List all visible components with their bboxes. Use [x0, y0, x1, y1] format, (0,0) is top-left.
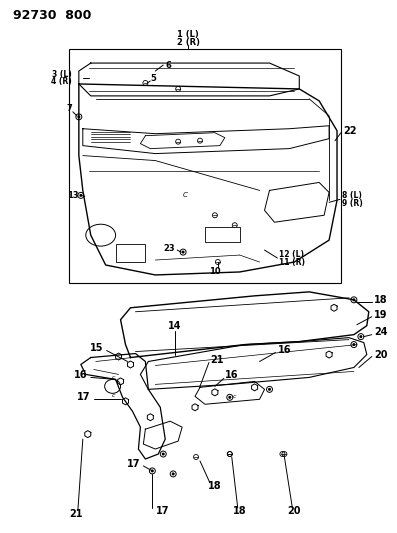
Text: C: C	[183, 192, 187, 198]
Text: 24: 24	[374, 327, 387, 337]
Circle shape	[269, 389, 270, 390]
Text: 92730  800: 92730 800	[13, 9, 92, 22]
Circle shape	[360, 336, 362, 337]
Text: 18: 18	[374, 295, 387, 305]
Circle shape	[172, 473, 174, 475]
Text: 4 (R): 4 (R)	[51, 77, 72, 86]
Text: 21: 21	[210, 354, 224, 365]
Bar	[205, 227, 240, 242]
Text: c: c	[112, 393, 115, 398]
Text: 7: 7	[66, 104, 72, 114]
Text: 3 (L): 3 (L)	[52, 69, 72, 78]
Text: 18: 18	[208, 481, 222, 491]
Text: 19: 19	[374, 310, 387, 320]
Text: 16: 16	[225, 370, 238, 381]
Text: 17: 17	[77, 392, 91, 402]
Text: 23: 23	[164, 244, 175, 253]
Text: c: c	[233, 394, 237, 399]
Text: 9 (R): 9 (R)	[342, 199, 363, 208]
Text: 10: 10	[209, 268, 221, 277]
Circle shape	[353, 344, 355, 345]
Circle shape	[80, 195, 82, 196]
Text: 16: 16	[74, 370, 88, 381]
Text: 20: 20	[287, 506, 301, 516]
Text: 5: 5	[150, 75, 156, 84]
Bar	[116, 244, 145, 262]
Text: 22: 22	[343, 126, 357, 136]
Circle shape	[162, 453, 164, 455]
Text: 21: 21	[69, 508, 83, 519]
Circle shape	[229, 397, 231, 398]
Text: 17: 17	[156, 506, 169, 516]
Text: 6: 6	[165, 61, 171, 69]
Circle shape	[152, 470, 153, 472]
Text: 1 (L): 1 (L)	[177, 30, 199, 39]
Text: 11 (R): 11 (R)	[279, 257, 305, 266]
Circle shape	[78, 116, 80, 118]
Text: 18: 18	[233, 506, 247, 516]
Text: 13: 13	[67, 191, 79, 200]
Circle shape	[353, 299, 355, 301]
Text: 17: 17	[127, 459, 141, 469]
Text: 12 (L): 12 (L)	[279, 249, 304, 259]
Ellipse shape	[105, 379, 121, 393]
Text: c: c	[112, 375, 115, 380]
Text: 20: 20	[374, 350, 387, 360]
Text: 2 (R): 2 (R)	[177, 38, 200, 47]
Text: 8 (L): 8 (L)	[342, 191, 362, 200]
Text: 14: 14	[168, 321, 182, 330]
Bar	[69, 49, 341, 283]
Circle shape	[182, 251, 184, 253]
Ellipse shape	[86, 224, 116, 246]
Text: 15: 15	[90, 343, 104, 352]
Text: 16: 16	[278, 344, 291, 354]
